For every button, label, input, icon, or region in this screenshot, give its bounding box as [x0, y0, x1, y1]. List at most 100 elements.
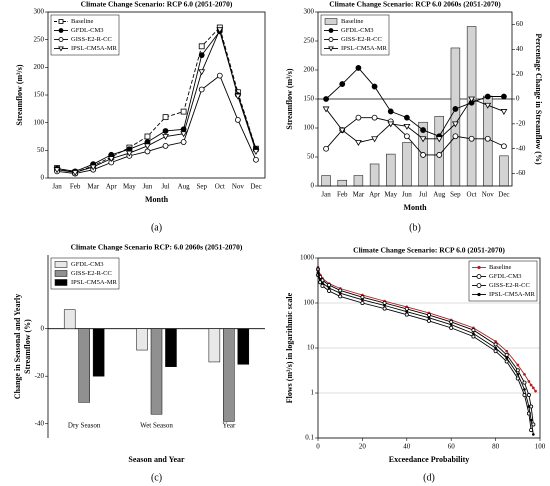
- point: [501, 143, 507, 150]
- point: [360, 295, 365, 300]
- caption: (a): [151, 222, 162, 233]
- point: [216, 27, 224, 34]
- legend-label: IPSL-CM5A-MR: [71, 45, 118, 52]
- point: [387, 121, 395, 128]
- point: [323, 96, 329, 102]
- point: [436, 152, 443, 158]
- legend-marker: [328, 28, 334, 33]
- point: [501, 93, 507, 100]
- caption: (c): [151, 472, 162, 483]
- chart-title: Climate Change Scenario: RCP 6.0 (2051-2…: [353, 246, 505, 255]
- x-tick-label: 60: [448, 443, 456, 451]
- point: [354, 140, 362, 147]
- point: [360, 300, 365, 305]
- point: [531, 433, 535, 436]
- y-tick-label: -20: [35, 372, 45, 380]
- point: [321, 281, 324, 285]
- point: [355, 65, 362, 71]
- y-tick-label: 150: [304, 95, 315, 103]
- plot-frame: [317, 11, 513, 187]
- y-tick-label: 10: [307, 344, 315, 352]
- caption: (d): [423, 472, 435, 483]
- point: [404, 133, 410, 140]
- chart-title: Climate Change Scenario RCP: 6.0 2060s (…: [71, 243, 243, 252]
- y-tick-label: 150: [34, 91, 45, 99]
- x-tick-label: 0: [316, 443, 320, 451]
- bar: [466, 26, 477, 187]
- point: [529, 418, 533, 422]
- y-tick-label: 300: [304, 8, 315, 16]
- x-axis-label: Exceedance Probability: [389, 455, 470, 464]
- x-tick-label: Feb: [70, 183, 81, 191]
- point: [71, 170, 79, 177]
- x-tick-label: 80: [492, 443, 500, 451]
- x-tick-label: Apr: [369, 191, 381, 199]
- point: [404, 306, 409, 311]
- x-axis-label: Month: [403, 203, 427, 212]
- point: [405, 310, 409, 314]
- legend-label: Baseline: [489, 264, 511, 271]
- legend-marker: [477, 265, 481, 270]
- point: [322, 106, 330, 113]
- y-tick-label: 1000: [300, 254, 315, 262]
- legend-label: GISS-E2-R-CC: [71, 270, 112, 277]
- legend-label: GISS-E2-R-CC: [341, 36, 382, 43]
- y-tick-label: 250: [304, 37, 315, 45]
- y-tick-label: 50: [307, 153, 315, 161]
- point: [420, 127, 426, 133]
- point: [449, 323, 453, 327]
- y2-tick-label: 20: [516, 70, 524, 78]
- bar: [223, 328, 235, 422]
- point: [505, 356, 509, 360]
- point: [162, 143, 169, 149]
- y-tick-label: 0: [311, 182, 315, 190]
- x-tick-label: Jan: [52, 183, 62, 191]
- point: [484, 93, 491, 100]
- series-line: [325, 117, 505, 156]
- legend-marker: [477, 292, 481, 297]
- y-tick-label: 200: [34, 63, 45, 71]
- caption: (b): [409, 222, 421, 233]
- point: [323, 145, 329, 152]
- point: [338, 294, 343, 299]
- point: [162, 134, 169, 141]
- legend-label: GFDL-CM3: [71, 27, 104, 34]
- y2-tick-label: -60: [516, 169, 526, 177]
- legend-label: IPSL-CM5A-MR: [489, 291, 536, 298]
- point: [234, 93, 242, 100]
- bar: [136, 328, 148, 351]
- point: [526, 393, 531, 398]
- legend-label: IPSL-CM5A-MR: [341, 45, 388, 52]
- point: [516, 372, 520, 376]
- x-tick-label: May: [123, 183, 136, 191]
- x-tick-label: Jul: [419, 191, 427, 199]
- y-tick-label: 0: [41, 324, 45, 332]
- x-tick-label: 100: [535, 443, 546, 451]
- point: [494, 346, 497, 350]
- point: [180, 139, 187, 145]
- point: [198, 43, 205, 50]
- plot-frame: [47, 11, 266, 179]
- y2-axis-label: Percentage Change in Streamflow (%): [534, 33, 543, 165]
- point: [253, 156, 259, 163]
- y-axis-label: Streamflow (m³/s): [15, 64, 24, 125]
- legend-label: GISS-E2-R-CC: [71, 36, 112, 43]
- series-line: [317, 272, 534, 435]
- point: [234, 117, 241, 123]
- x-tick-label: Oct: [215, 183, 225, 191]
- y-tick-label: 100: [304, 124, 315, 132]
- y2-tick-label: 60: [516, 20, 524, 28]
- point: [420, 152, 426, 158]
- point: [320, 283, 325, 288]
- point: [198, 86, 205, 93]
- point: [493, 349, 498, 354]
- point: [382, 306, 387, 311]
- point: [404, 114, 410, 121]
- point: [180, 131, 188, 138]
- point: [527, 380, 531, 383]
- point: [472, 332, 475, 335]
- x-tick-label: 20: [359, 443, 367, 451]
- legend-swatch: [54, 261, 68, 268]
- point: [484, 135, 491, 142]
- point: [493, 342, 498, 347]
